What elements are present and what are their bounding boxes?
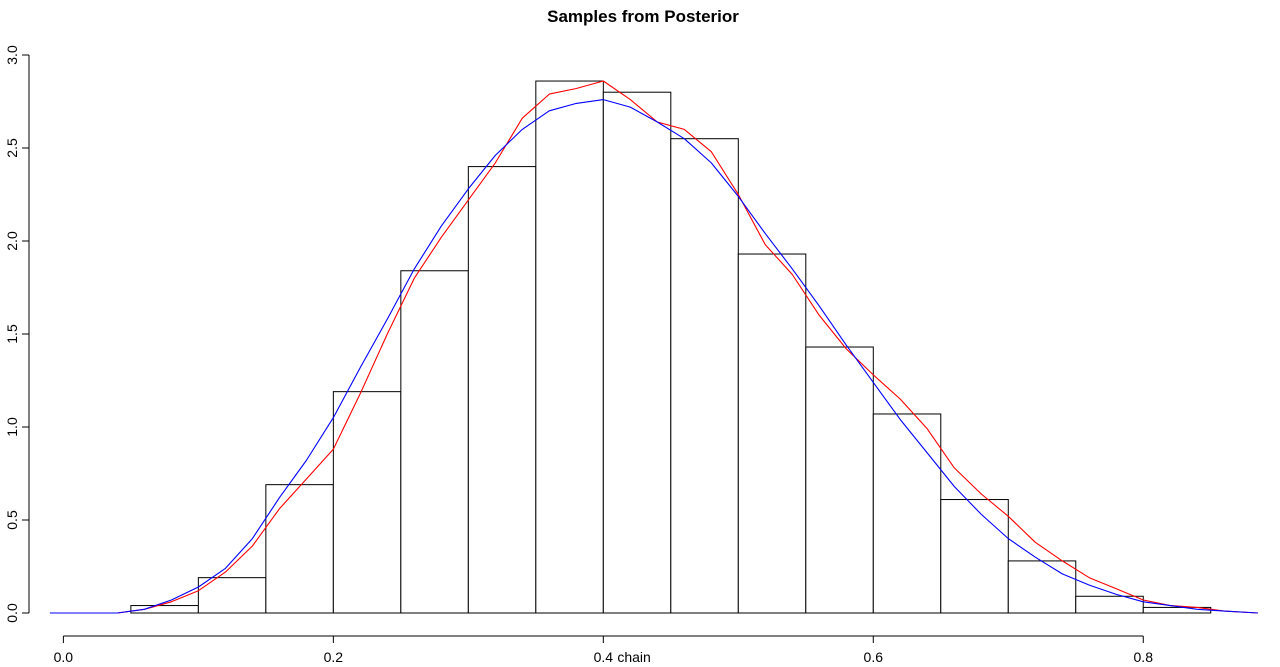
x-tick-label: 0.2 [324, 649, 344, 665]
y-axis: 0.0 0.5 1.0 1.5 2.0 2.5 3.0 [4, 45, 30, 623]
histogram-bars [130, 80, 1212, 614]
histogram-bar [805, 346, 874, 614]
y-tick-label: 1.0 [4, 417, 20, 437]
x-axis: 0.0 0.2 0.4 0.6 0.8 chain [54, 635, 1154, 665]
x-tick-label: 0.0 [54, 649, 74, 665]
x-tick-label: 0.8 [1134, 649, 1154, 665]
density-line-2 [49, 99, 1259, 614]
histogram-bar [535, 80, 604, 614]
histogram-bar [602, 91, 672, 614]
histogram-bar [872, 413, 942, 614]
histogram-bar [197, 577, 267, 614]
histogram-bar [737, 253, 807, 614]
histogram-bar [265, 484, 334, 614]
y-tick-label: 1.5 [4, 324, 20, 344]
density-line-1 [49, 80, 1259, 614]
density-lines [49, 80, 1259, 614]
histogram-bar [332, 391, 402, 614]
y-tick-label: 2.5 [4, 138, 20, 158]
y-tick-label: 2.0 [4, 231, 20, 251]
x-axis-label: chain [617, 649, 650, 665]
x-tick-label: 0.4 [594, 649, 614, 665]
y-tick-label: 0.5 [4, 510, 20, 530]
histogram-bar [400, 270, 469, 614]
histogram-bar [1075, 595, 1144, 614]
chart-title: Samples from Posterior [547, 7, 739, 26]
y-tick-label: 0.0 [4, 603, 20, 623]
y-tick-label: 3.0 [4, 45, 20, 65]
histogram-bar [1007, 560, 1077, 614]
histogram-bar [670, 138, 739, 614]
histogram-bar [467, 166, 537, 614]
x-tick-label: 0.6 [864, 649, 884, 665]
histogram-bar [940, 499, 1009, 614]
